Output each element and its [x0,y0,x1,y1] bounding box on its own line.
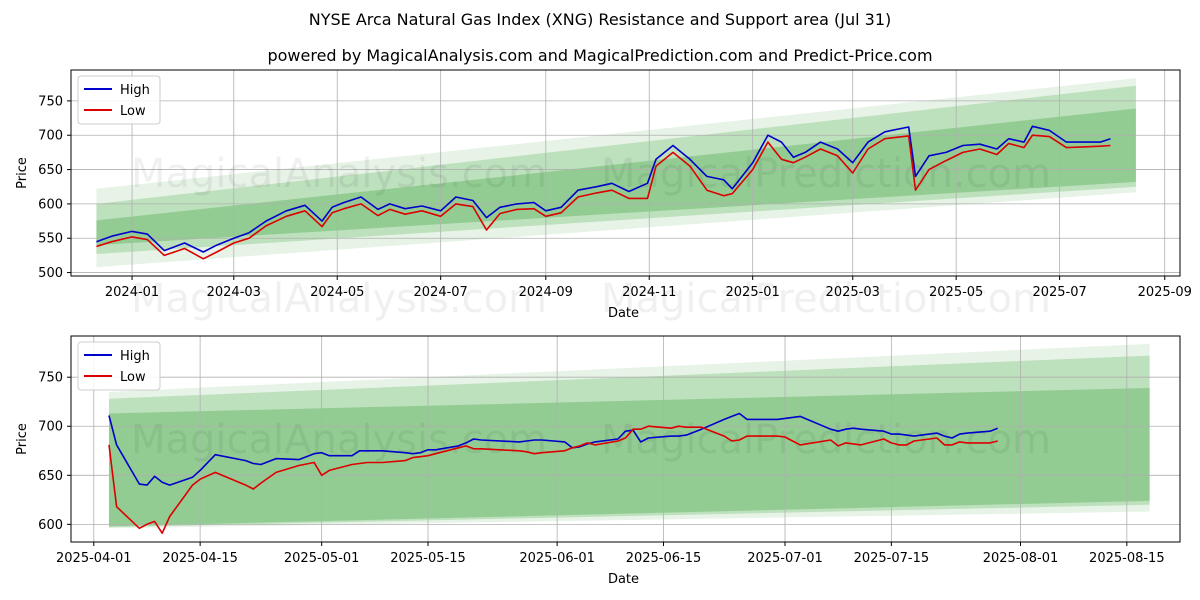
plot-area [71,70,1180,276]
y-tick-label: 550 [38,232,63,247]
x-tick-label: 2025-01 [726,285,780,300]
x-tick-label: 2025-08-01 [983,551,1059,566]
x-tick-label: 2025-03 [826,285,880,300]
y-tick-label: 750 [38,371,63,386]
legend-label-high: High [120,349,150,364]
range-band-1 [108,343,1150,529]
x-tick-label: 2025-04-15 [162,551,238,566]
range-band-3 [96,108,1136,246]
x-tick-label: 2025-08-15 [1089,551,1165,566]
x-tick-label: 2025-05-01 [284,551,360,566]
y-tick-label: 650 [38,469,63,484]
series-line-low [108,425,998,535]
x-tick-label: 2024-11 [622,285,676,300]
legend-label-high: High [120,83,150,98]
x-axis-label: Date [608,572,639,587]
bottom-chart-panel: MagicalAnalysis.com MagicalPrediction.com… [15,335,1181,587]
x-tick-label: 2025-06-01 [519,551,595,566]
y-tick-label: 700 [38,420,63,435]
x-tick-label: 2025-07-15 [854,551,930,566]
range-band-2 [108,355,1150,528]
y-tick-label: 600 [38,197,63,212]
y-tick-label: 700 [38,129,63,144]
legend-label-low: Low [120,370,146,385]
x-tick-label: 2024-01 [105,285,159,300]
x-tick-label: 2025-04-01 [56,551,132,566]
y-axis-label: Price [15,157,30,189]
top-chart-panel: MagicalAnalysis.com MagicalPrediction.com… [15,69,1192,322]
watermark-text: MagicalPrediction.com [601,276,1051,322]
x-axis-label: Date [608,306,639,321]
x-tick-label: 2024-07 [414,285,468,300]
y-tick-label: 600 [38,518,63,533]
y-tick-label: 500 [38,266,63,281]
axes-frame [70,69,1181,277]
axes-frame [70,335,1181,543]
x-tick-label: 2024-03 [207,285,261,300]
x-tick-label: 2025-05-15 [390,551,466,566]
y-tick-label: 750 [38,94,63,109]
x-tick-label: 2025-07 [1032,285,1086,300]
range-band-3 [108,387,1150,527]
y-tick-label: 650 [38,163,63,178]
y-axis-label: Price [15,423,30,455]
x-tick-label: 2025-09 [1138,285,1192,300]
legend-label-low: Low [120,104,146,119]
chart-title: NYSE Arca Natural Gas Index (XNG) Resist… [308,10,892,29]
watermark-text: MagicalAnalysis.com [131,151,547,197]
x-tick-label: 2025-06-15 [626,551,702,566]
plot-area [71,336,1180,542]
legend: High Low [77,341,161,391]
series-line-low [96,134,1111,260]
x-tick-label: 2025-05 [929,285,983,300]
series-line-high [96,125,1111,253]
chart-subtitle: powered by MagicalAnalysis.com and Magic… [267,46,933,65]
range-band-1 [96,78,1136,268]
x-tick-label: 2024-05 [310,285,364,300]
legend: High Low [77,75,161,125]
x-tick-label: 2024-09 [519,285,573,300]
watermark-text: MagicalAnalysis.com [131,276,547,322]
x-tick-label: 2025-07-01 [747,551,823,566]
watermark-text: MagicalPrediction.com [601,151,1051,197]
